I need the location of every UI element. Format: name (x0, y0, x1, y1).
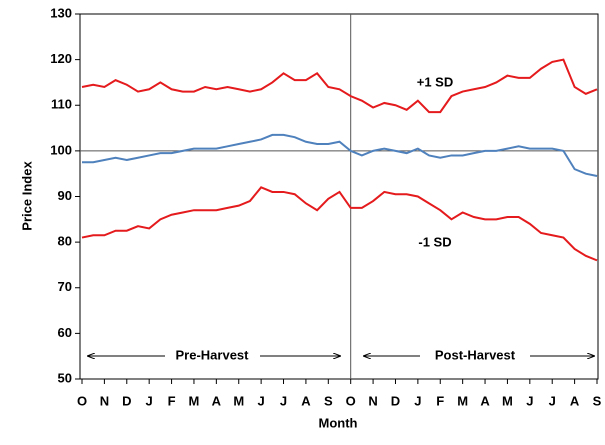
series-line (81, 58, 598, 114)
x-tick-label: A (301, 393, 311, 408)
y-tick-label: 110 (51, 97, 72, 112)
y-tick-label: 130 (50, 5, 72, 20)
x-tick-label: A (212, 393, 222, 408)
x-tick-label: M (189, 393, 200, 408)
x-axis-title: Month (319, 415, 358, 430)
annotation: Post-Harvest (435, 347, 516, 362)
y-tick-label: 120 (50, 51, 72, 66)
x-tick-label: J (526, 393, 533, 408)
x-tick-label: O (346, 393, 356, 408)
annotation: +1 SD (417, 74, 454, 89)
y-tick-label: 90 (58, 188, 72, 203)
x-tick-label: M (457, 393, 468, 408)
x-tick-label: J (414, 393, 421, 408)
plot-area (79, 13, 599, 380)
x-tick-label: D (122, 393, 131, 408)
x-tick-label: J (280, 393, 287, 408)
x-tick-label: J (258, 393, 265, 408)
x-tick-label: A (570, 393, 580, 408)
x-tick-label: D (391, 393, 400, 408)
x-tick-label: M (502, 393, 513, 408)
x-tick-label: J (146, 393, 153, 408)
y-tick-label: 70 (58, 279, 72, 294)
y-axis-title: Price Index (19, 161, 34, 231)
x-tick-label: S (593, 393, 602, 408)
annotation: Pre-Harvest (176, 347, 250, 362)
x-tick-label: F (168, 393, 176, 408)
x-tick-label: A (480, 393, 490, 408)
y-tick-label: 80 (58, 234, 72, 249)
annotation: -1 SD (418, 234, 451, 249)
x-tick-label: M (233, 393, 244, 408)
x-tick-label: N (100, 393, 109, 408)
x-tick-label: J (549, 393, 556, 408)
x-tick-label: O (77, 393, 87, 408)
series-line (81, 186, 598, 262)
x-tick-label: N (368, 393, 377, 408)
y-tick-label: 50 (58, 370, 72, 385)
x-tick-label: F (436, 393, 444, 408)
series-line (82, 133, 598, 177)
y-tick-label: 100 (50, 142, 72, 157)
y-tick-label: 60 (58, 325, 72, 340)
x-tick-label: S (324, 393, 333, 408)
